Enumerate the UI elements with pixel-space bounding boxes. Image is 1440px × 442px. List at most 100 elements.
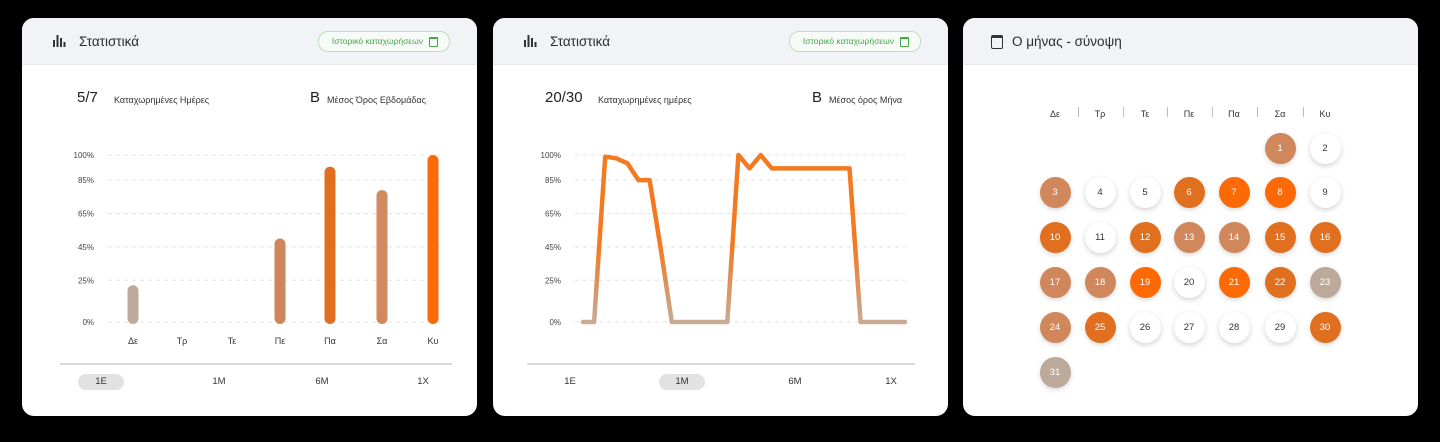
weekday-label: Τρ xyxy=(1094,109,1106,119)
calendar-day[interactable]: 29 xyxy=(1264,311,1296,343)
calendar-day[interactable]: 30 xyxy=(1309,311,1341,343)
y-tick-label: 25% xyxy=(78,276,94,285)
calendar-day[interactable]: 14 xyxy=(1218,222,1250,254)
calendar-day[interactable]: 28 xyxy=(1218,311,1250,343)
weekday-label: Κυ xyxy=(1319,109,1331,119)
y-tick-label: 85% xyxy=(545,176,561,185)
weekday-separator xyxy=(1167,107,1168,117)
calendar-day[interactable]: 4 xyxy=(1084,177,1116,209)
calendar-day[interactable]: 17 xyxy=(1039,266,1071,298)
history-button[interactable]: Ιστορικό καταχωρήσεων xyxy=(317,31,450,52)
x-tick-label: Πα xyxy=(324,336,336,346)
range-1w[interactable]: 1Ε xyxy=(78,374,124,390)
range-6m[interactable]: 6Μ xyxy=(788,376,802,387)
bar-chart-icon xyxy=(53,35,66,47)
range-1w[interactable]: 1Ε xyxy=(564,376,576,387)
x-tick-label: Δε xyxy=(128,336,138,346)
calendar-day[interactable]: 27 xyxy=(1173,311,1205,343)
y-tick-label: 85% xyxy=(78,176,94,185)
calendar-day[interactable]: 3 xyxy=(1039,177,1071,209)
range-6m[interactable]: 6Μ xyxy=(315,376,329,387)
bar xyxy=(376,190,388,324)
calendar-day[interactable]: 5 xyxy=(1129,177,1161,209)
calendar-day[interactable]: 22 xyxy=(1264,266,1296,298)
history-button-label: Ιστορικό καταχωρήσεων xyxy=(331,36,423,46)
calendar-day[interactable]: 25 xyxy=(1084,311,1116,343)
grade-value: Β xyxy=(812,89,823,106)
card-header: Στατιστικά Ιστορικό καταχωρήσεων xyxy=(22,18,477,65)
y-tick-label: 100% xyxy=(74,151,94,160)
y-tick-label: 45% xyxy=(78,243,94,252)
grade-label: Μέσος όρος Μήνα xyxy=(829,95,903,105)
monthly-line-chart: 100% 85% 65% 45% 25% 0% xyxy=(527,151,915,365)
weekday-separator xyxy=(1211,107,1213,117)
calendar-day[interactable]: 24 xyxy=(1039,311,1071,343)
calendar-day[interactable]: 9 xyxy=(1309,177,1341,209)
calendar-day[interactable]: 21 xyxy=(1218,266,1250,298)
weekday-label: Τε xyxy=(1140,109,1150,119)
x-tick-label: Πε xyxy=(275,336,286,346)
range-1m[interactable]: 1Μ xyxy=(659,374,705,390)
calendar-icon xyxy=(900,37,909,47)
calendar-day[interactable]: 15 xyxy=(1264,222,1296,254)
y-tick-label: 45% xyxy=(545,243,561,252)
x-tick-label: Κυ xyxy=(428,336,439,346)
calendar-day[interactable]: 8 xyxy=(1264,177,1296,209)
calendar-day[interactable]: 7 xyxy=(1218,177,1250,209)
y-tick-label: 65% xyxy=(545,209,561,218)
x-tick-label: Τρ xyxy=(177,336,188,346)
calendar-day[interactable]: 1 xyxy=(1264,132,1296,164)
calendar-day[interactable]: 6 xyxy=(1173,177,1205,209)
weekly-bar-chart: 100% 85% 65% 45% 25% 0% Δε Τρ Τε Πε Πα Σα Κυ xyxy=(60,151,452,365)
series-line xyxy=(580,152,908,325)
bar-chart-icon xyxy=(524,35,537,47)
calendar-day[interactable]: 20 xyxy=(1173,266,1205,298)
weekday-label: Σα xyxy=(1274,109,1286,119)
range-1y[interactable]: 1Χ xyxy=(417,376,429,387)
weekday-separator xyxy=(1122,107,1124,117)
calendar-day[interactable]: 11 xyxy=(1084,222,1116,254)
grade-label: Μέσος Όρος Εβδομάδας xyxy=(327,95,426,105)
calendar-day[interactable]: 10 xyxy=(1039,222,1071,254)
calendar-day[interactable]: 23 xyxy=(1309,266,1341,298)
bar xyxy=(274,238,286,324)
card-header: Στατιστικά Ιστορικό καταχωρήσεων xyxy=(493,18,948,65)
history-button-label: Ιστορικό καταχωρήσεων xyxy=(802,36,894,46)
calendar-day[interactable]: 12 xyxy=(1129,222,1161,254)
card-header: Ο μήνας - σύνοψη xyxy=(963,18,1418,65)
calendar-day[interactable]: 16 xyxy=(1309,222,1341,254)
calendar-day[interactable]: 2 xyxy=(1309,132,1341,164)
grade-value: Β xyxy=(310,89,321,106)
history-button[interactable]: Ιστορικό καταχωρήσεων xyxy=(788,31,921,52)
x-tick-label: Τε xyxy=(228,336,237,346)
calendar-icon xyxy=(991,35,1003,49)
calendar-day[interactable]: 19 xyxy=(1129,266,1161,298)
card-title: Ο μήνας - σύνοψη xyxy=(1012,34,1122,49)
weekday-label: Πε xyxy=(1183,109,1195,119)
y-tick-label: 100% xyxy=(541,151,561,160)
card-title: Στατιστικά xyxy=(79,34,140,49)
monthly-stats-card: Στατιστικά Ιστορικό καταχωρήσεων 20/30 Κ… xyxy=(493,18,948,416)
calendar-day[interactable]: 31 xyxy=(1039,356,1071,388)
calendar-day[interactable]: 18 xyxy=(1084,266,1116,298)
bar xyxy=(127,285,139,324)
bar xyxy=(324,166,336,324)
y-tick-label: 65% xyxy=(78,209,94,218)
weekday-separator xyxy=(1077,107,1079,117)
y-tick-label: 0% xyxy=(82,318,94,327)
days-logged-value: 5/7 xyxy=(77,89,98,106)
weekday-separator xyxy=(1302,107,1304,117)
y-tick-label: 25% xyxy=(545,276,561,285)
days-logged-value: 20/30 xyxy=(545,89,583,106)
bar xyxy=(427,155,439,324)
range-1y[interactable]: 1Χ xyxy=(885,376,897,387)
days-logged-label: Καταχωρημένες ημέρες xyxy=(598,95,692,105)
calendar-icon xyxy=(429,37,438,47)
range-1m[interactable]: 1Μ xyxy=(212,376,226,387)
days-logged-label: Καταχωρημένες Ημέρες xyxy=(114,95,210,105)
x-tick-label: Σα xyxy=(377,336,388,346)
y-tick-label: 0% xyxy=(549,318,561,327)
calendar-day[interactable]: 26 xyxy=(1129,311,1161,343)
calendar-day[interactable]: 13 xyxy=(1173,222,1205,254)
